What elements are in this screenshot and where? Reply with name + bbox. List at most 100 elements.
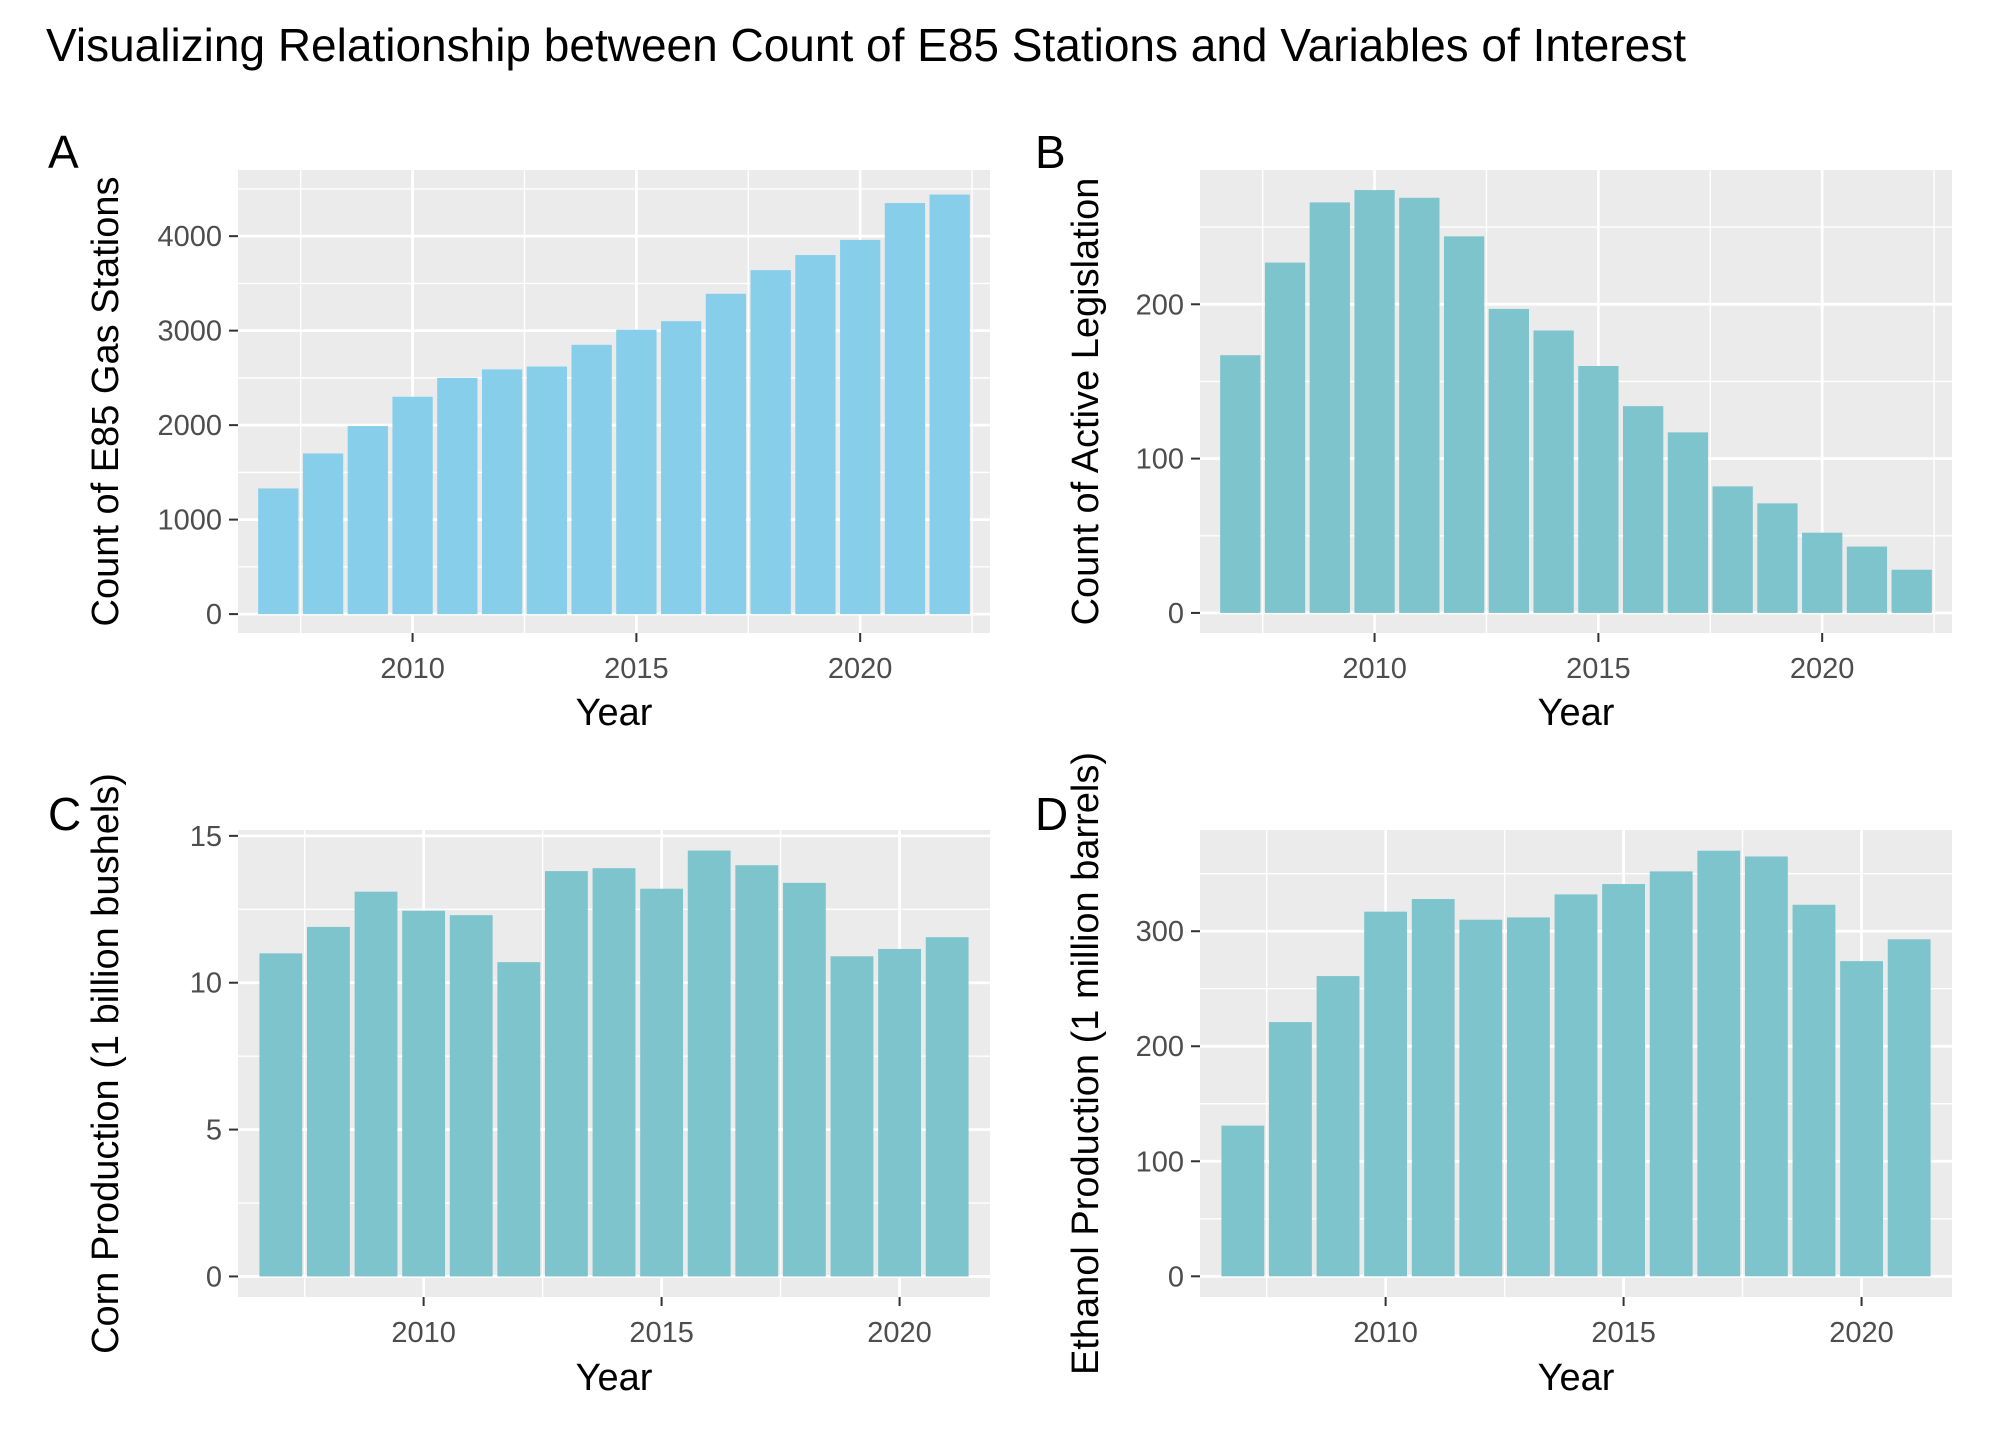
bar-2021 xyxy=(884,203,926,615)
bar-2008 xyxy=(307,926,350,1277)
bar-2008 xyxy=(1269,1022,1312,1277)
bar-2021 xyxy=(1846,546,1888,613)
bar-2010 xyxy=(392,396,433,615)
bar-2013 xyxy=(526,366,567,615)
bar-2017 xyxy=(1667,432,1709,613)
panel-letter-a: A xyxy=(48,126,79,178)
bar-2016 xyxy=(1623,406,1664,613)
bar-2019 xyxy=(1792,904,1836,1277)
bar-2020 xyxy=(840,239,881,615)
bar-2013 xyxy=(1506,917,1550,1277)
panel-d: 0 100 200 300 2010 2015 2020 Year Ethanol Produc… xyxy=(1035,752,1952,1399)
bar-2015 xyxy=(1602,884,1646,1277)
bar-2008 xyxy=(302,453,344,615)
x-axis-title: Year xyxy=(576,1357,653,1399)
bar-2017 xyxy=(705,293,747,615)
bar-2019 xyxy=(830,956,874,1277)
panel-b: 0 100 200 2010 2015 2020 Year Count of Active L… xyxy=(1035,126,1952,734)
bar-2010 xyxy=(1354,190,1395,613)
bar-2013 xyxy=(1488,308,1529,613)
bar-2020 xyxy=(1802,532,1843,613)
bar-2008 xyxy=(1264,262,1306,613)
bar-2021 xyxy=(925,937,969,1277)
bar-2011 xyxy=(449,915,493,1277)
x-tick-label: 2010 xyxy=(1353,1317,1418,1349)
bar-2009 xyxy=(1309,202,1350,613)
y-tick-label: 15 xyxy=(190,821,222,853)
x-tick-label: 2015 xyxy=(629,1317,694,1349)
y-tick-label: 4000 xyxy=(157,221,222,253)
bar-2016 xyxy=(661,321,702,615)
bar-2010 xyxy=(402,910,446,1277)
bar-2016 xyxy=(687,850,731,1277)
x-tick-label: 2015 xyxy=(1566,653,1631,685)
bar-2016 xyxy=(1649,871,1693,1277)
panel-letter-c: C xyxy=(48,788,81,840)
y-axis-title: Corn Production (1 billion bushels) xyxy=(85,773,127,1354)
figure-title: Visualizing Relationship between Count o… xyxy=(46,19,1686,71)
bar-2015 xyxy=(640,888,684,1277)
panel-c: 0 5 10 15 2010 2015 2020 Year Corn Production (1… xyxy=(48,773,990,1399)
y-tick-label: 2000 xyxy=(157,410,222,442)
x-tick-label: 2020 xyxy=(867,1317,932,1349)
bar-2015 xyxy=(1578,366,1619,613)
y-tick-label: 0 xyxy=(1168,1261,1184,1293)
x-tick-label: 2015 xyxy=(1591,1317,1656,1349)
bar-2020 xyxy=(1840,961,1883,1277)
bar-2007 xyxy=(1221,1125,1265,1277)
y-tick-label: 100 xyxy=(1136,1146,1184,1178)
bar-2017 xyxy=(1697,850,1741,1277)
y-tick-label: 0 xyxy=(1168,598,1184,630)
y-tick-label: 200 xyxy=(1136,1031,1184,1063)
bar-2019 xyxy=(795,255,836,615)
bar-2022 xyxy=(1891,569,1932,613)
x-axis-title: Year xyxy=(576,692,653,734)
y-tick-label: 300 xyxy=(1136,916,1184,948)
y-axis-title: Ethanol Production (1 million barrels) xyxy=(1065,752,1107,1375)
bar-2014 xyxy=(1554,894,1598,1277)
x-tick-label: 2010 xyxy=(1342,653,1407,685)
bar-2013 xyxy=(544,871,588,1277)
x-tick-label: 2020 xyxy=(828,653,893,685)
y-tick-label: 100 xyxy=(1136,444,1184,476)
bar-2014 xyxy=(571,344,612,615)
bar-2021 xyxy=(1887,939,1931,1277)
bar-2011 xyxy=(437,377,478,615)
bar-2018 xyxy=(750,270,791,615)
bar-2011 xyxy=(1399,197,1440,613)
y-tick-label: 3000 xyxy=(157,316,222,348)
y-tick-label: 5 xyxy=(206,1115,222,1147)
x-axis-title: Year xyxy=(1538,1357,1615,1399)
bar-2009 xyxy=(347,426,388,615)
bar-2007 xyxy=(258,488,299,615)
x-tick-label: 2020 xyxy=(1790,653,1855,685)
bar-2019 xyxy=(1757,503,1798,613)
x-tick-label: 2015 xyxy=(604,653,669,685)
y-tick-label: 10 xyxy=(190,968,222,1000)
bar-2015 xyxy=(616,329,657,615)
bar-2011 xyxy=(1411,899,1455,1277)
y-tick-label: 1000 xyxy=(157,505,222,537)
y-axis-title: Count of Active Legislation xyxy=(1065,178,1107,626)
bar-2012 xyxy=(497,962,541,1277)
bar-2009 xyxy=(354,891,398,1277)
x-tick-label: 2020 xyxy=(1829,1317,1894,1349)
x-axis-title: Year xyxy=(1538,692,1615,734)
panel-letter-d: D xyxy=(1035,788,1068,840)
y-axis-title: Count of E85 Gas Stations xyxy=(85,177,127,627)
bar-2007 xyxy=(1220,355,1261,613)
panel-a: 0 1000 2000 3000 4000 2010 2015 2020 Year Count o… xyxy=(48,126,990,734)
x-tick-label: 2010 xyxy=(391,1317,456,1349)
bar-2012 xyxy=(481,369,523,615)
bar-2012 xyxy=(1443,236,1485,613)
bar-2022 xyxy=(929,194,970,615)
bar-2010 xyxy=(1364,911,1408,1277)
bar-2014 xyxy=(1533,330,1574,613)
y-tick-label: 0 xyxy=(206,1261,222,1293)
bar-2009 xyxy=(1316,976,1360,1277)
bar-2018 xyxy=(1744,856,1788,1277)
bar-2018 xyxy=(1712,486,1753,613)
x-tick-label: 2010 xyxy=(380,653,445,685)
bar-2012 xyxy=(1459,919,1503,1277)
